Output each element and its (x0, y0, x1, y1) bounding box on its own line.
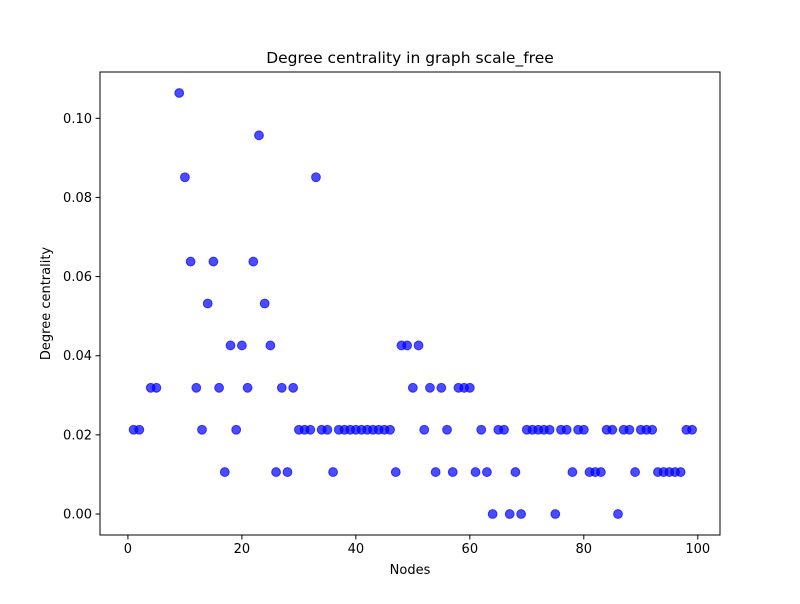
x-axis-ticks: 0 20 40 60 80 100 (124, 535, 710, 557)
y-tick-label: 0.00 (63, 508, 92, 523)
data-point (197, 424, 207, 435)
chart-title: Degree centrality in graph scale_free (266, 49, 554, 68)
data-point (567, 467, 578, 477)
x-tick-label: 60 (462, 542, 479, 557)
y-tick-label: 0.08 (63, 191, 92, 206)
data-point (464, 382, 475, 393)
data-point (282, 467, 293, 477)
x-tick-label: 40 (348, 542, 365, 557)
data-point (647, 424, 658, 435)
data-point (236, 340, 247, 351)
y-tick-label: 0.02 (63, 428, 92, 443)
data-point (413, 340, 424, 351)
data-points (128, 88, 697, 519)
x-tick-label: 0 (124, 542, 132, 557)
data-point (390, 467, 401, 477)
data-point (544, 424, 555, 435)
plot-frame (99, 71, 721, 536)
data-point (607, 424, 618, 435)
data-point (470, 467, 481, 477)
data-point (305, 424, 316, 435)
data-point (487, 509, 498, 519)
x-tick-label: 100 (685, 542, 710, 557)
data-point (407, 382, 418, 393)
data-point (151, 382, 162, 393)
data-point (613, 509, 623, 519)
data-point (288, 382, 299, 393)
data-point (276, 382, 287, 393)
data-point (504, 509, 515, 519)
y-tick-label: 0.04 (63, 349, 92, 364)
data-point (191, 382, 202, 393)
data-point (231, 424, 242, 435)
data-point (499, 424, 509, 435)
data-point (328, 467, 338, 477)
data-point (402, 340, 413, 351)
data-point (442, 424, 452, 435)
data-point (561, 424, 572, 435)
y-tick-label: 0.06 (63, 270, 92, 285)
data-point (550, 509, 561, 519)
data-point (134, 424, 145, 435)
data-point (259, 298, 270, 309)
data-point (248, 256, 259, 267)
data-point (436, 382, 447, 393)
data-point (202, 298, 213, 309)
data-point (596, 467, 606, 477)
data-point (214, 382, 225, 393)
data-point (225, 340, 236, 351)
data-point (242, 382, 253, 393)
data-point (322, 424, 333, 435)
data-point (254, 130, 264, 141)
plot-area-background (100, 72, 720, 535)
y-tick-label: 0.10 (63, 112, 92, 127)
data-point (476, 424, 487, 435)
x-tick-label: 20 (234, 542, 251, 557)
data-point (311, 172, 321, 183)
data-point (425, 382, 435, 393)
data-point (265, 340, 276, 351)
data-point (510, 467, 521, 477)
data-point (578, 424, 589, 435)
data-point (687, 424, 697, 435)
data-point (430, 467, 441, 477)
data-point (180, 172, 190, 183)
data-point (516, 509, 527, 519)
data-point (630, 467, 640, 477)
y-axis-label: Degree centrality (39, 247, 54, 361)
data-point (385, 424, 395, 435)
data-point (675, 467, 686, 477)
data-point (208, 256, 219, 267)
data-point (419, 424, 430, 435)
data-point (174, 88, 185, 98)
data-point (624, 424, 635, 435)
data-point (271, 467, 281, 477)
x-tick-label: 80 (576, 542, 593, 557)
data-point (482, 467, 492, 477)
data-point (447, 467, 458, 477)
data-point (219, 467, 230, 477)
x-axis-label: Nodes (390, 563, 431, 578)
y-axis-ticks: 0.00 0.02 0.04 0.06 0.08 0.10 (63, 112, 100, 523)
data-point (185, 256, 196, 267)
